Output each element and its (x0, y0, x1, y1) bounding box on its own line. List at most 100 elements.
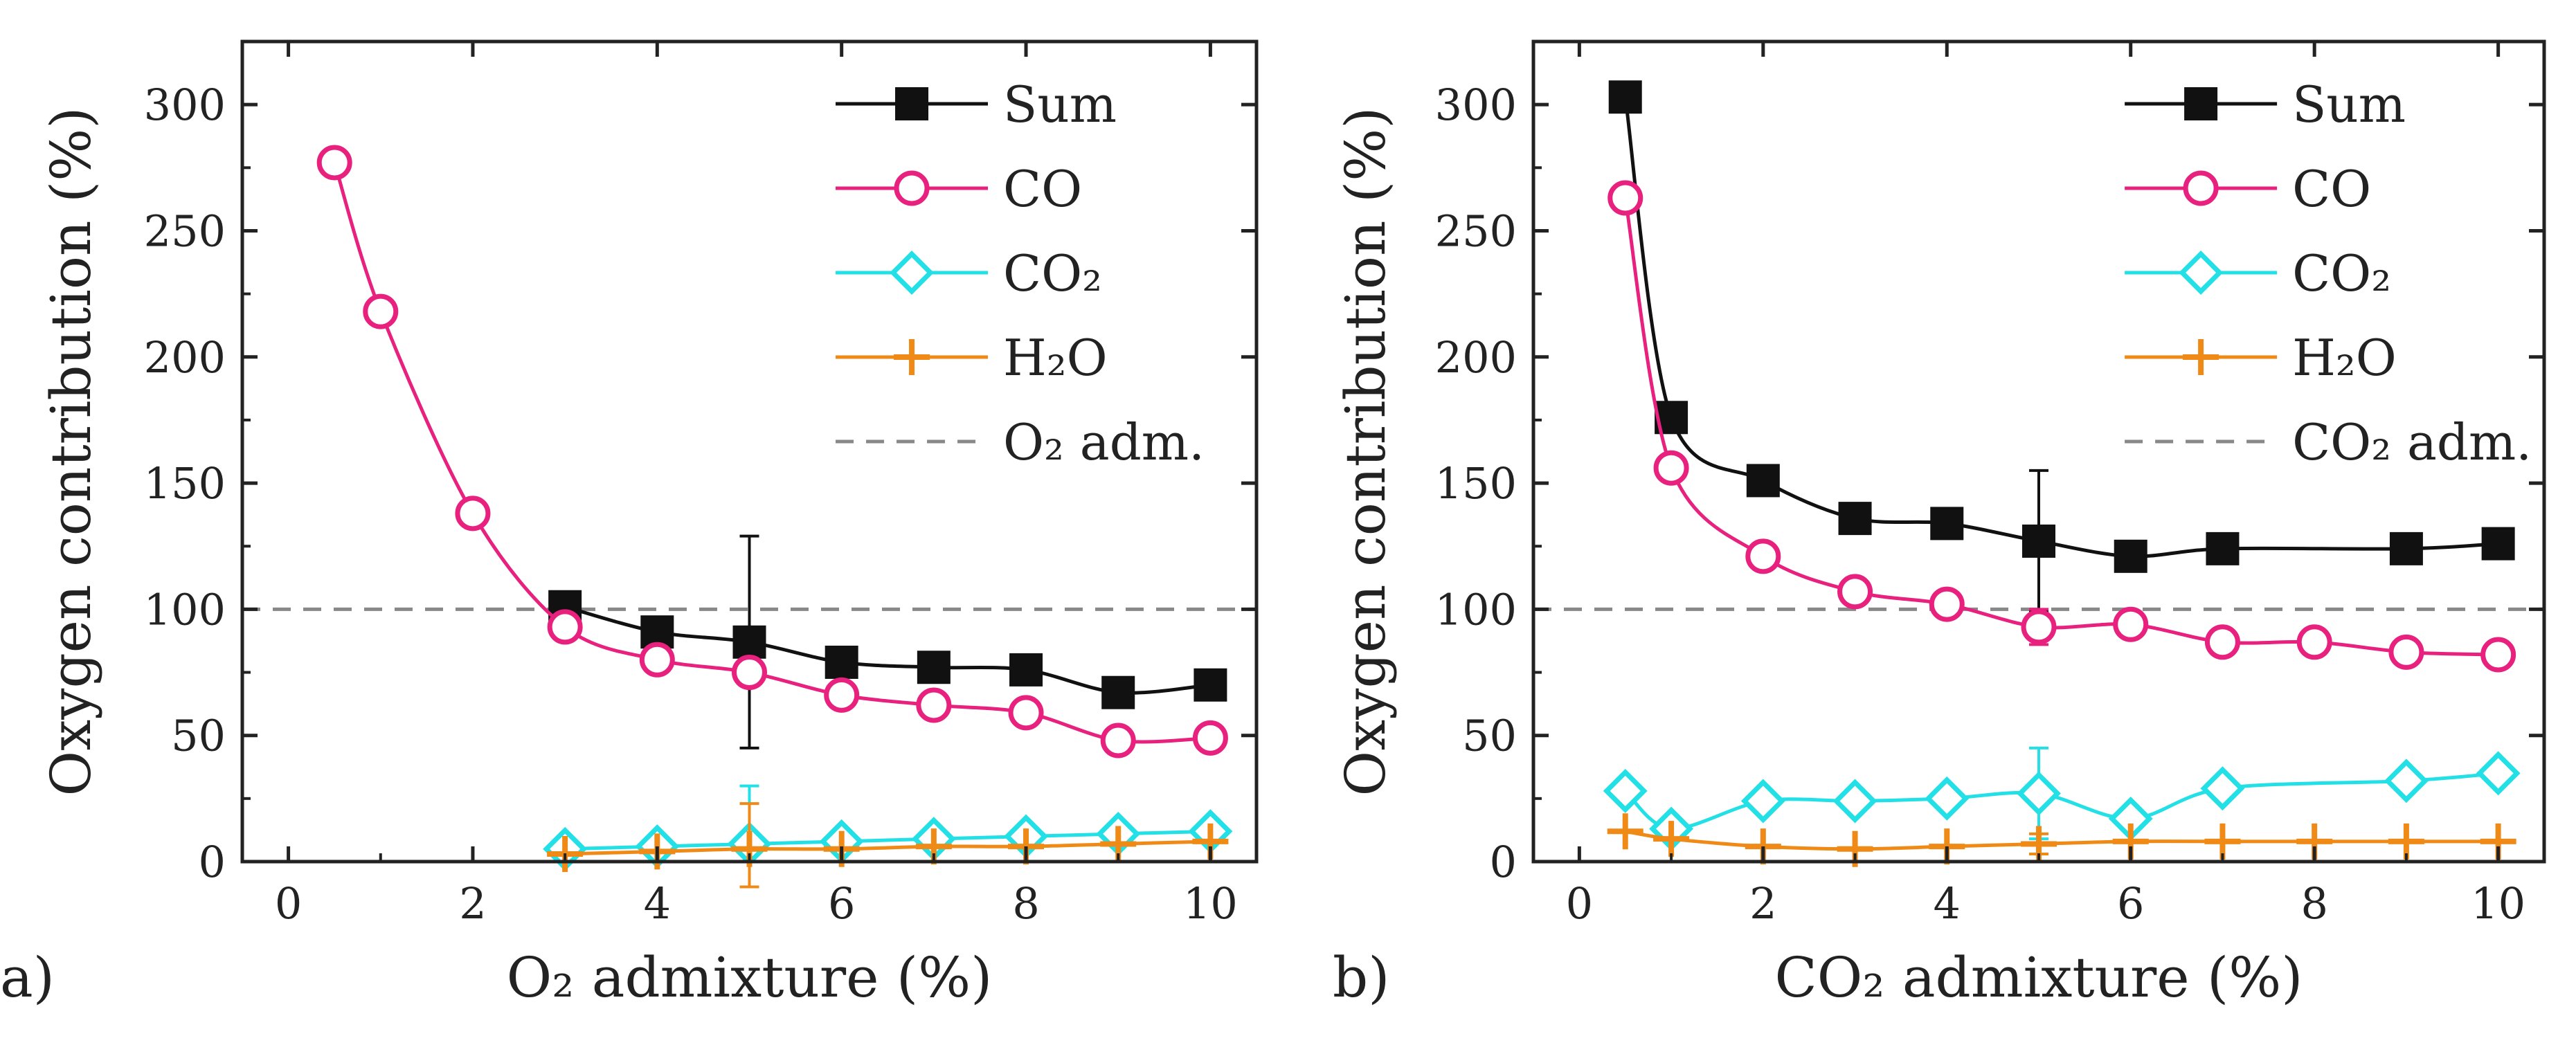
data-point-co (1192, 720, 1228, 756)
data-point-sum (732, 625, 766, 659)
legend-label-co2: CO₂ (2292, 244, 2391, 302)
legend-marker-co2 (890, 251, 934, 295)
data-point-co (2204, 624, 2240, 660)
y-tick-label: 250 (1435, 206, 1517, 256)
data-point-sum (2114, 539, 2147, 573)
data-point-sum (2206, 531, 2240, 565)
data-point-co (2113, 606, 2149, 642)
data-point-co (732, 655, 767, 691)
y-tick-label: 300 (1435, 80, 1517, 130)
data-point-co (2480, 637, 2516, 673)
legend-marker-co2 (2179, 251, 2224, 295)
y-tick-label: 100 (1435, 584, 1517, 635)
x-tick-label: 0 (275, 878, 302, 929)
legend-label-sum: Sum (1003, 75, 1117, 134)
data-point-sum (1101, 675, 1135, 709)
panel-label: a) (0, 945, 55, 1010)
y-tick-label: 150 (1435, 458, 1517, 509)
data-point-co (639, 642, 675, 678)
data-point-co (1929, 586, 1965, 622)
legend-label-h2o: H₂O (1003, 329, 1108, 387)
data-point-sum (2389, 531, 2423, 565)
data-point-co (316, 145, 352, 181)
legend-marker-sum (2184, 87, 2218, 120)
legend-label-reference: O₂ adm. (1003, 413, 1205, 471)
data-point-sum (2022, 524, 2055, 558)
data-point-sum (917, 651, 951, 684)
y-axis-label: Oxygen contribution (%) (1333, 107, 1398, 797)
data-point-co2 (1832, 779, 1877, 824)
y-tick-label: 250 (144, 206, 226, 256)
legend-label-co2: CO₂ (1003, 244, 1102, 302)
data-point-co2 (1603, 768, 1648, 813)
x-tick-label: 2 (459, 878, 486, 929)
data-point-co (824, 677, 860, 713)
data-point-co (1653, 450, 1689, 486)
y-tick-label: 0 (199, 837, 226, 887)
data-point-co (1837, 574, 1873, 610)
data-point-co2 (2476, 751, 2521, 796)
data-point-sum (1930, 507, 1964, 540)
legend-label-sum: Sum (2292, 75, 2406, 134)
legend-marker-co (2183, 170, 2219, 206)
data-point-co2 (2384, 758, 2429, 803)
y-tick-label: 50 (1462, 711, 1517, 761)
panel-label: b) (1333, 945, 1389, 1010)
legend-label-h2o: H₂O (2292, 329, 2397, 387)
legend: Sum CO CO₂ H₂O CO₂ adm. (2125, 75, 2532, 471)
x-axis-label: O₂ admixture (%) (507, 945, 993, 1010)
x-tick-label: 8 (2300, 878, 2327, 929)
data-point-sum (1608, 80, 1642, 114)
x-tick-label: 2 (1749, 878, 1776, 929)
y-tick-label: 150 (144, 458, 226, 509)
data-point-co (2388, 634, 2424, 670)
data-point-co2 (1925, 776, 1970, 821)
data-point-co (455, 496, 491, 531)
x-tick-label: 6 (2117, 878, 2144, 929)
y-tick-label: 200 (1435, 332, 1517, 383)
data-point-co (1008, 695, 1044, 731)
data-point-co2 (1740, 779, 1785, 824)
data-point-sum (1194, 668, 1227, 702)
legend-marker-sum (895, 87, 929, 120)
y-tick-label: 100 (144, 584, 226, 635)
y-tick-label: 50 (171, 711, 226, 761)
data-point-co2 (2200, 766, 2245, 811)
data-point-sum (1838, 502, 1872, 536)
data-point-sum (2481, 527, 2515, 561)
data-point-co (1745, 538, 1781, 574)
x-tick-label: 8 (1012, 878, 1039, 929)
x-tick-label: 4 (1934, 878, 1961, 929)
data-point-h2o (1653, 821, 1690, 857)
x-tick-label: 10 (2471, 878, 2525, 929)
data-point-co (1607, 180, 1643, 216)
y-tick-label: 200 (144, 332, 226, 383)
y-axis-label: Oxygen contribution (%) (39, 107, 103, 797)
data-point-sum (825, 645, 858, 679)
x-axis-label: CO₂ admixture (%) (1775, 945, 2303, 1010)
y-tick-label: 300 (144, 80, 226, 130)
data-point-co (547, 609, 583, 645)
x-tick-label: 4 (644, 878, 671, 929)
data-point-co2 (2017, 771, 2061, 816)
data-point-co (916, 687, 952, 723)
legend-marker-h2o (894, 339, 930, 375)
data-point-co (1100, 723, 1136, 758)
x-tick-label: 10 (1183, 878, 1238, 929)
x-tick-label: 6 (828, 878, 855, 929)
legend-marker-h2o (2183, 339, 2219, 375)
data-point-h2o (1607, 813, 1643, 850)
data-point-sum (1746, 464, 1780, 498)
y-tick-label: 0 (1490, 837, 1517, 887)
data-point-co (2021, 609, 2057, 645)
legend-label-co: CO (2292, 160, 2371, 218)
data-point-sum (1009, 653, 1043, 687)
legend: Sum CO CO₂ H₂O O₂ adm. (836, 75, 1205, 471)
data-point-co (2296, 624, 2332, 660)
x-tick-label: 0 (1566, 878, 1593, 929)
legend-label-co: CO (1003, 160, 1082, 218)
